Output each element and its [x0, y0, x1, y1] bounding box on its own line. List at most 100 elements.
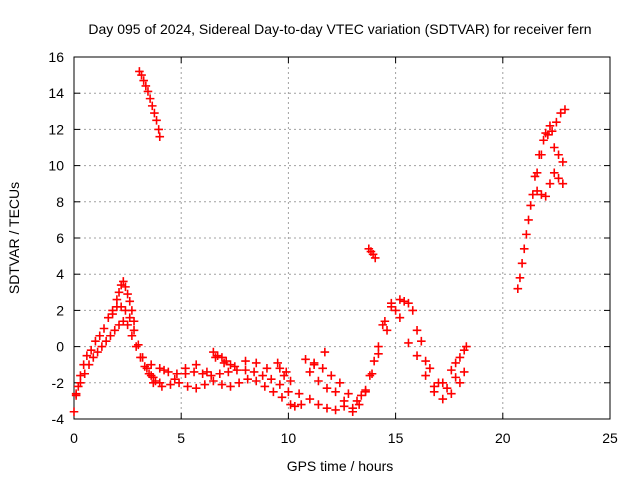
data-point [91, 336, 100, 346]
data-point [262, 364, 272, 373]
data-point [241, 356, 250, 366]
data-point [554, 173, 563, 183]
data-point [558, 179, 568, 188]
data-point [112, 295, 122, 304]
data-point [517, 259, 527, 268]
data-point [125, 297, 135, 306]
data-point [200, 380, 210, 389]
data-point [549, 143, 559, 152]
data-point [82, 351, 92, 360]
data-point [296, 400, 306, 409]
data-point [515, 273, 525, 283]
data-point [191, 383, 201, 393]
data-point [447, 365, 456, 375]
data-point [404, 338, 413, 348]
data-point [76, 378, 85, 388]
data-point [172, 369, 182, 379]
x-tick-label: 25 [602, 430, 618, 446]
data-point [114, 320, 124, 330]
data-point [143, 87, 153, 96]
data-point [442, 383, 452, 393]
data-point [154, 125, 163, 134]
data-point [159, 365, 169, 375]
y-tick-label: -2 [52, 375, 65, 391]
y-tick-label: 16 [48, 49, 64, 65]
data-point [136, 353, 145, 362]
data-point [69, 407, 79, 417]
data-point [305, 394, 315, 404]
data-point [528, 190, 538, 199]
data-point [318, 364, 328, 373]
data-point [119, 277, 128, 286]
data-point [277, 392, 287, 402]
data-series [515, 168, 568, 283]
data-point [104, 313, 113, 322]
data-point [552, 117, 561, 127]
y-axis-label: SDTVAR / TECUs [6, 182, 22, 294]
data-point [269, 387, 278, 397]
data-point [202, 367, 212, 377]
y-tick-label: 6 [56, 230, 64, 246]
data-point [86, 345, 96, 355]
data-point [545, 179, 555, 188]
data-point [374, 349, 383, 359]
data-point [99, 324, 109, 333]
data-point [294, 389, 304, 398]
x-tick-label: 10 [281, 430, 297, 446]
data-point [322, 383, 332, 393]
data-point [305, 367, 315, 377]
data-point [251, 376, 261, 386]
data-point [301, 354, 310, 364]
data-point [206, 371, 216, 380]
data-point [554, 150, 563, 160]
data-point [541, 192, 550, 201]
data-point [209, 376, 218, 386]
data-point [320, 347, 330, 357]
data-point [123, 320, 132, 330]
data-point [549, 168, 559, 178]
data-point [226, 382, 235, 391]
data-point [370, 253, 380, 263]
data-point [532, 186, 542, 196]
x-tick-label: 0 [70, 430, 78, 446]
data-point [539, 135, 548, 145]
y-tick-label: 4 [56, 266, 64, 282]
data-point [455, 353, 465, 362]
data-points [69, 67, 570, 417]
data-point [221, 356, 231, 366]
data-series [149, 374, 295, 409]
data-point [541, 128, 550, 138]
data-point [522, 230, 531, 239]
data-point [412, 326, 422, 335]
data-point [123, 289, 132, 299]
data-point [438, 378, 448, 388]
y-tick-label: 0 [56, 339, 64, 355]
data-point [108, 309, 117, 319]
data-point [174, 378, 184, 388]
data-point [170, 374, 180, 384]
data-point [110, 326, 120, 335]
data-point [326, 371, 336, 380]
data-point [140, 362, 150, 371]
data-point [97, 342, 107, 351]
data-point [348, 403, 358, 413]
data-point [157, 382, 167, 391]
data-point [131, 342, 141, 351]
data-point [556, 108, 565, 118]
data-point [532, 168, 542, 178]
data-point [309, 358, 319, 368]
data-point [215, 369, 225, 379]
data-point [127, 331, 137, 341]
data-point [462, 342, 471, 351]
data-point [127, 306, 137, 315]
data-point [279, 371, 289, 380]
data-point [152, 116, 161, 125]
x-tick-label: 5 [177, 430, 185, 446]
data-point [260, 382, 270, 391]
data-point [344, 389, 353, 398]
data-point [191, 360, 201, 369]
data-series [146, 360, 293, 397]
data-point [209, 347, 218, 357]
y-tick-label: -4 [52, 411, 65, 427]
data-series [532, 121, 568, 178]
